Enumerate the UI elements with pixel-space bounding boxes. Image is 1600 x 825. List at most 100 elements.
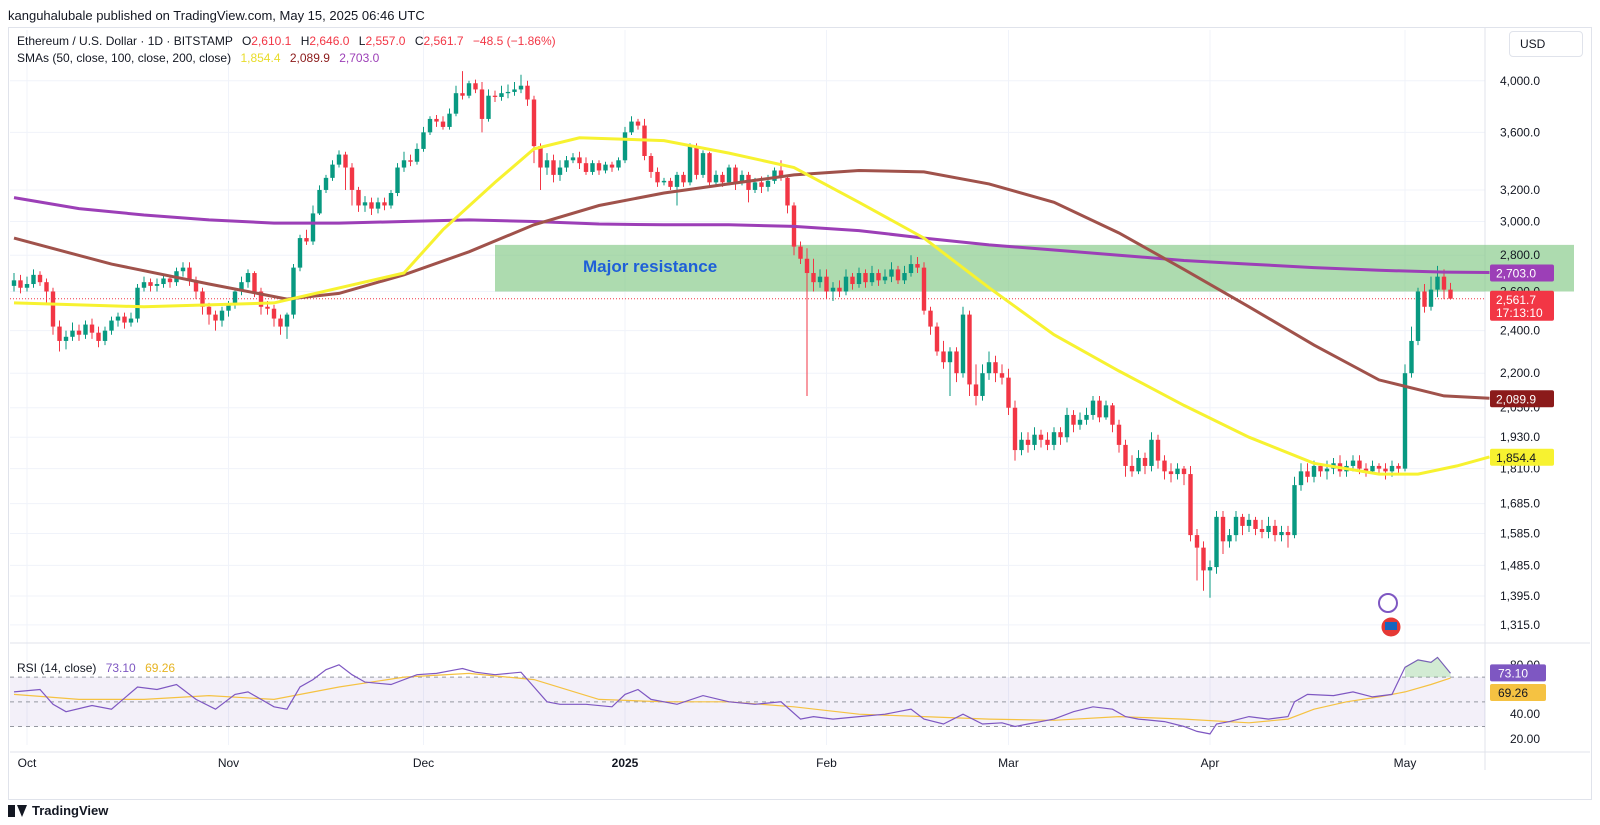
candle-body [1389,465,1395,472]
candle-body [1214,516,1219,568]
candle-body [239,282,244,292]
candle-body [427,118,433,133]
candle-body [531,99,537,147]
candle-body [167,278,173,283]
rsi-price-tag-text: 73.10 [1498,666,1528,680]
candle-body [1227,535,1232,542]
high-label: H [300,34,310,48]
candle-body [70,330,75,337]
sma200-value: 2,703.0 [339,51,380,65]
candle-body [1298,471,1304,486]
candle-body [1090,400,1096,415]
y-tick-label: 1,395.0 [1500,589,1540,603]
candle-body [798,246,803,259]
x-tick-label: Apr [1201,756,1220,770]
candle-body [570,157,576,161]
candle-body [1201,547,1206,571]
sma50-price-tag-text: 1,854.4 [1496,451,1536,465]
rsi-label[interactable]: RSI (14, close) [17,661,97,675]
sma200-line [13,196,1490,274]
candle-body [1435,276,1440,290]
candle-body [1207,567,1213,571]
candle-body [837,287,842,292]
candle-body [869,273,875,283]
candle-body [1019,439,1024,451]
candle-body [557,167,563,175]
candle-body [817,276,823,283]
candle-body [284,314,290,327]
candle-body [1383,468,1388,472]
high-value: 2,646.0 [309,34,350,48]
y-tick-label: 1,485.0 [1500,558,1540,572]
candle-body [635,121,641,126]
candle-body [1181,468,1187,475]
candle-body [50,291,56,327]
sma50-line [13,136,1490,476]
candle-body [336,154,342,165]
candle-body [1188,474,1193,536]
currency-button[interactable]: USD [1509,31,1583,57]
candle-body [980,373,985,396]
symbol-title[interactable]: Ethereum / U.S. Dollar · 1D · BITSTAMP [17,34,233,48]
candle-body [83,324,88,335]
candle-body [720,174,725,183]
candle-body [96,332,101,341]
candle-body [1266,525,1271,533]
candle-body [206,306,212,315]
candle-body [1058,432,1063,438]
rsi-tick-label: 40.00 [1510,707,1540,721]
sma50-value: 1,854.4 [240,51,281,65]
change-value: −48.5 (−1.86%) [472,34,556,48]
candle-body [200,291,205,307]
candle-body [408,160,413,162]
symbol-legend: Ethereum / U.S. Dollar · 1D · BITSTAMP O… [17,34,556,48]
candle-body [1071,414,1076,425]
candle-body [908,264,914,274]
candle-body [252,273,257,292]
candle-body [765,180,771,187]
candle-body [1441,276,1447,290]
tradingview-logo-icon [8,804,27,817]
candle-body [44,282,49,292]
candle-body [11,280,17,286]
low-label: L [358,34,366,48]
candle-body [882,276,888,281]
candle-body [843,276,849,292]
candle-body [1409,340,1414,374]
candle-body [291,267,296,315]
close-label: C [414,34,424,48]
candle-body [1006,377,1011,408]
candle-body [232,291,238,305]
candle-body [954,351,959,374]
candle-body [1233,516,1239,536]
rsi-value: 73.10 [105,661,136,675]
candle-body [655,171,660,183]
candle-body [1168,471,1174,475]
candle-body [414,148,420,162]
candle-body [1084,414,1089,420]
candle-body [421,132,426,149]
candle-body [57,326,62,341]
y-tick-label: 2,200.0 [1500,366,1540,380]
footer-brand-text: TradingView [32,803,109,818]
candle-body [141,282,147,288]
candle-body [1123,444,1128,466]
y-tick-label: 1,685.0 [1500,497,1540,511]
candle-body [1253,519,1258,529]
candle-body [330,164,335,178]
candle-body [382,202,387,206]
candle-body [447,113,452,127]
candle-body [512,89,517,92]
candle-body [486,95,491,119]
candle-body [1103,405,1109,418]
y-tick-label: 4,000.0 [1500,74,1540,88]
candle-body [1402,373,1408,469]
sma100-value: 2,089.9 [289,51,330,65]
sma-label[interactable]: SMAs (50, close, 100, close, 200, close) [17,51,232,65]
x-tick-label: May [1394,756,1417,770]
last-price-tag-text: 2,561.7 [1496,293,1536,307]
candle-body [401,160,407,168]
candle-body [161,278,166,285]
rsi-ma-value: 69.26 [145,661,176,675]
